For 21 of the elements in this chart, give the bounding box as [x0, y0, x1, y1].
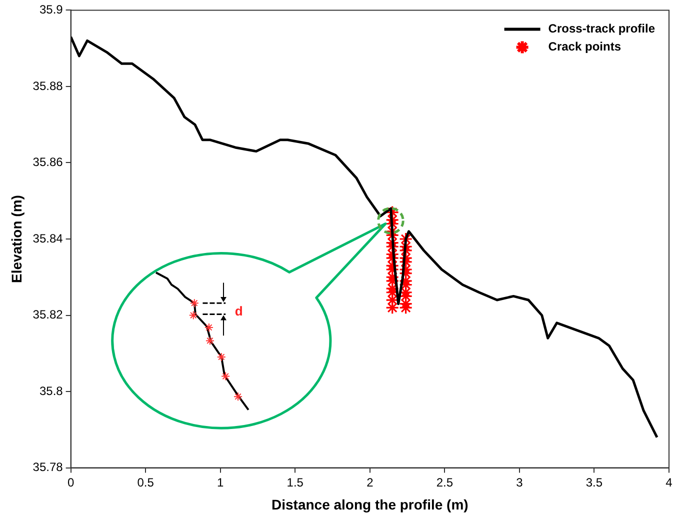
x-tick-label: 1 [217, 475, 224, 490]
x-tick-label: 0 [67, 475, 74, 490]
y-tick-label: 35.86 [32, 155, 64, 170]
y-tick-label: 35.78 [32, 460, 64, 474]
x-tick-label: 3.5 [586, 475, 603, 490]
y-tick-label: 35.84 [32, 231, 64, 246]
x-tick-label: 3 [516, 475, 524, 490]
x-tick-label: 2.5 [436, 475, 454, 490]
x-tick-label: 2 [366, 475, 374, 490]
y-tick-label: 35.88 [32, 78, 64, 93]
annotation: d [234, 303, 243, 318]
y-axis-title: Elevation (m) [8, 195, 24, 283]
x-axis-title: Distance along the profile (m) [272, 496, 468, 512]
x-tick-label: 0.5 [137, 475, 154, 490]
x-tick-label: 4 [666, 475, 673, 490]
x-tick-label: 1.5 [286, 475, 304, 490]
y-tick-label: 35.8 [39, 384, 64, 398]
legend-label: Cross-track profile [548, 22, 656, 36]
y-tick-label: 35.82 [32, 308, 64, 322]
legend-label: Crack points [548, 40, 622, 54]
y-tick-label: 35.9 [39, 2, 64, 17]
